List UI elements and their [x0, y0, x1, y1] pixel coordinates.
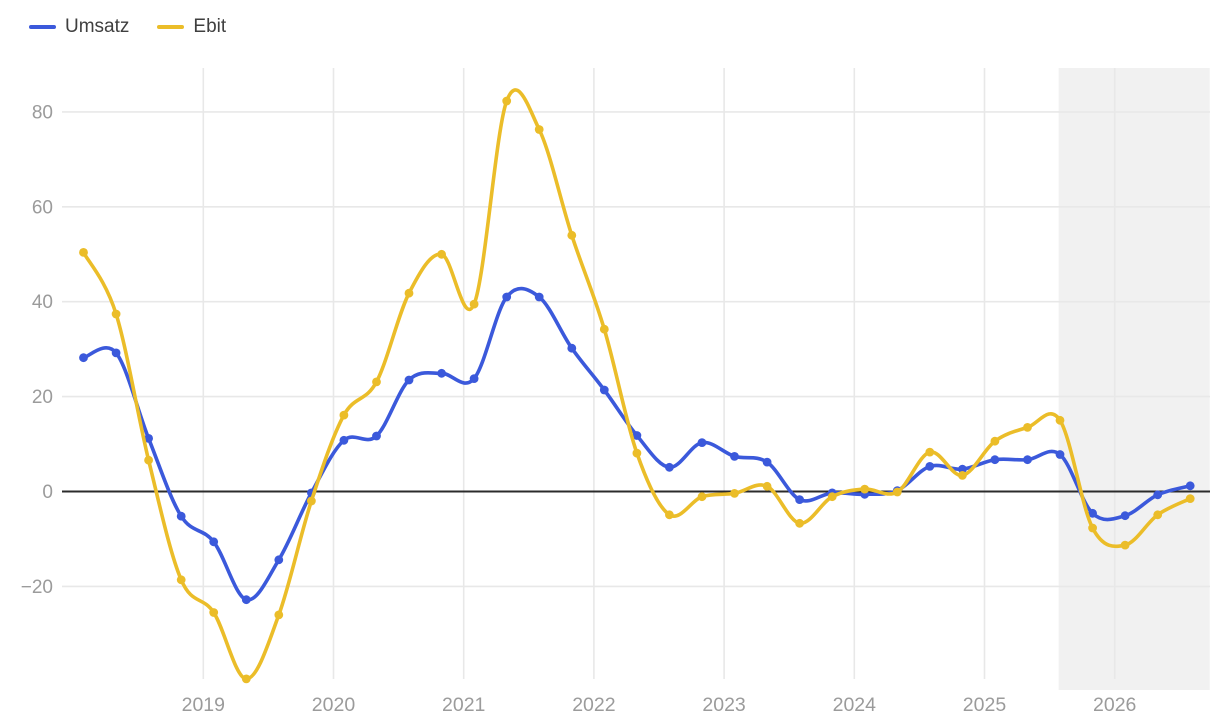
legend-label-umsatz: Umsatz [65, 16, 130, 37]
data-point-ebit[interactable] [437, 249, 446, 259]
data-point-ebit[interactable] [990, 436, 1000, 446]
forecast-region [1058, 68, 1210, 690]
data-point-ebit[interactable] [111, 309, 121, 319]
data-point-umsatz[interactable] [372, 431, 381, 441]
data-point-ebit[interactable] [274, 610, 284, 620]
x-tick-label: 2025 [963, 694, 1007, 716]
data-point-ebit[interactable] [307, 496, 316, 506]
x-tick-label: 2023 [702, 694, 745, 716]
data-point-ebit[interactable] [404, 288, 414, 298]
data-point-umsatz[interactable] [1055, 450, 1065, 459]
data-point-umsatz[interactable] [111, 348, 121, 358]
x-tick-label: 2020 [312, 694, 356, 716]
x-tick-label: 2022 [572, 694, 615, 716]
legend-label-ebit: Ebit [193, 16, 227, 37]
y-tick-label: 0 [42, 482, 53, 503]
data-point-umsatz[interactable] [1120, 511, 1130, 521]
data-point-ebit[interactable] [1185, 494, 1195, 503]
data-point-umsatz[interactable] [209, 537, 219, 547]
data-point-ebit[interactable] [1023, 423, 1032, 432]
data-point-umsatz[interactable] [274, 555, 284, 565]
chart-legend: Umsatz Ebit [29, 16, 226, 38]
data-point-umsatz[interactable] [990, 455, 1000, 465]
data-point-umsatz[interactable] [632, 431, 642, 440]
data-point-ebit[interactable] [665, 510, 674, 520]
data-point-umsatz[interactable] [534, 292, 544, 302]
data-point-umsatz[interactable] [762, 457, 772, 467]
y-tick-label: 60 [32, 197, 53, 218]
data-point-ebit[interactable] [958, 471, 967, 480]
data-point-ebit[interactable] [599, 324, 609, 334]
data-point-umsatz[interactable] [176, 511, 186, 521]
data-point-ebit[interactable] [144, 455, 154, 465]
data-point-umsatz[interactable] [795, 495, 804, 504]
data-point-umsatz[interactable] [79, 353, 88, 363]
y-tick-label: 40 [32, 292, 53, 313]
x-tick-label: 2024 [833, 694, 877, 716]
data-point-ebit[interactable] [1153, 510, 1163, 520]
x-tick-label: 2019 [182, 694, 225, 716]
y-tick-label: 20 [32, 387, 53, 408]
data-point-umsatz[interactable] [567, 343, 577, 353]
data-point-ebit[interactable] [469, 299, 479, 309]
data-point-ebit[interactable] [860, 484, 870, 494]
y-tick-label: −20 [21, 577, 53, 598]
data-point-ebit[interactable] [567, 230, 577, 240]
series-line-umsatz[interactable] [81, 286, 1192, 602]
data-point-ebit[interactable] [632, 448, 642, 458]
umsatz-line-swatch [29, 24, 56, 30]
data-point-umsatz[interactable] [144, 434, 154, 443]
data-point-ebit[interactable] [79, 248, 88, 257]
data-point-umsatz[interactable] [469, 374, 479, 383]
data-point-umsatz[interactable] [665, 462, 674, 472]
data-point-ebit[interactable] [534, 125, 544, 134]
data-point-umsatz[interactable] [1185, 481, 1195, 491]
x-tick-label: 2026 [1093, 694, 1136, 716]
data-point-ebit[interactable] [209, 608, 219, 617]
data-point-umsatz[interactable] [502, 292, 512, 302]
data-point-umsatz[interactable] [1153, 490, 1163, 500]
data-point-umsatz[interactable] [599, 385, 609, 395]
data-point-ebit[interactable] [925, 447, 935, 457]
data-point-ebit[interactable] [372, 377, 381, 387]
y-tick-label: 80 [32, 102, 53, 123]
legend-item-umsatz[interactable]: Umsatz [29, 16, 129, 38]
data-point-ebit[interactable] [1120, 540, 1130, 550]
data-point-umsatz[interactable] [404, 375, 414, 385]
data-point-umsatz[interactable] [958, 464, 967, 474]
data-point-ebit[interactable] [892, 487, 902, 497]
data-point-ebit[interactable] [1088, 523, 1097, 533]
data-point-ebit[interactable] [176, 575, 186, 585]
data-point-umsatz[interactable] [339, 435, 349, 445]
data-point-umsatz[interactable] [1088, 508, 1097, 518]
data-point-umsatz[interactable] [730, 452, 739, 461]
data-point-umsatz[interactable] [1023, 455, 1032, 465]
data-point-ebit[interactable] [502, 96, 512, 106]
data-point-ebit[interactable] [339, 410, 349, 420]
data-point-ebit[interactable] [241, 674, 251, 684]
data-point-ebit[interactable] [1055, 415, 1065, 425]
data-point-ebit[interactable] [795, 518, 804, 528]
legend-item-ebit[interactable]: Ebit [157, 16, 226, 38]
data-point-ebit[interactable] [730, 489, 739, 498]
data-point-ebit[interactable] [697, 492, 707, 502]
ebit-line-swatch [157, 24, 185, 30]
data-point-umsatz[interactable] [925, 462, 935, 471]
x-tick-label: 2021 [442, 694, 485, 716]
data-point-umsatz[interactable] [697, 438, 707, 447]
data-point-umsatz[interactable] [241, 595, 251, 605]
data-point-ebit[interactable] [762, 481, 772, 491]
data-point-ebit[interactable] [827, 492, 837, 502]
series-line-ebit[interactable] [81, 88, 1192, 681]
data-point-umsatz[interactable] [437, 368, 446, 378]
